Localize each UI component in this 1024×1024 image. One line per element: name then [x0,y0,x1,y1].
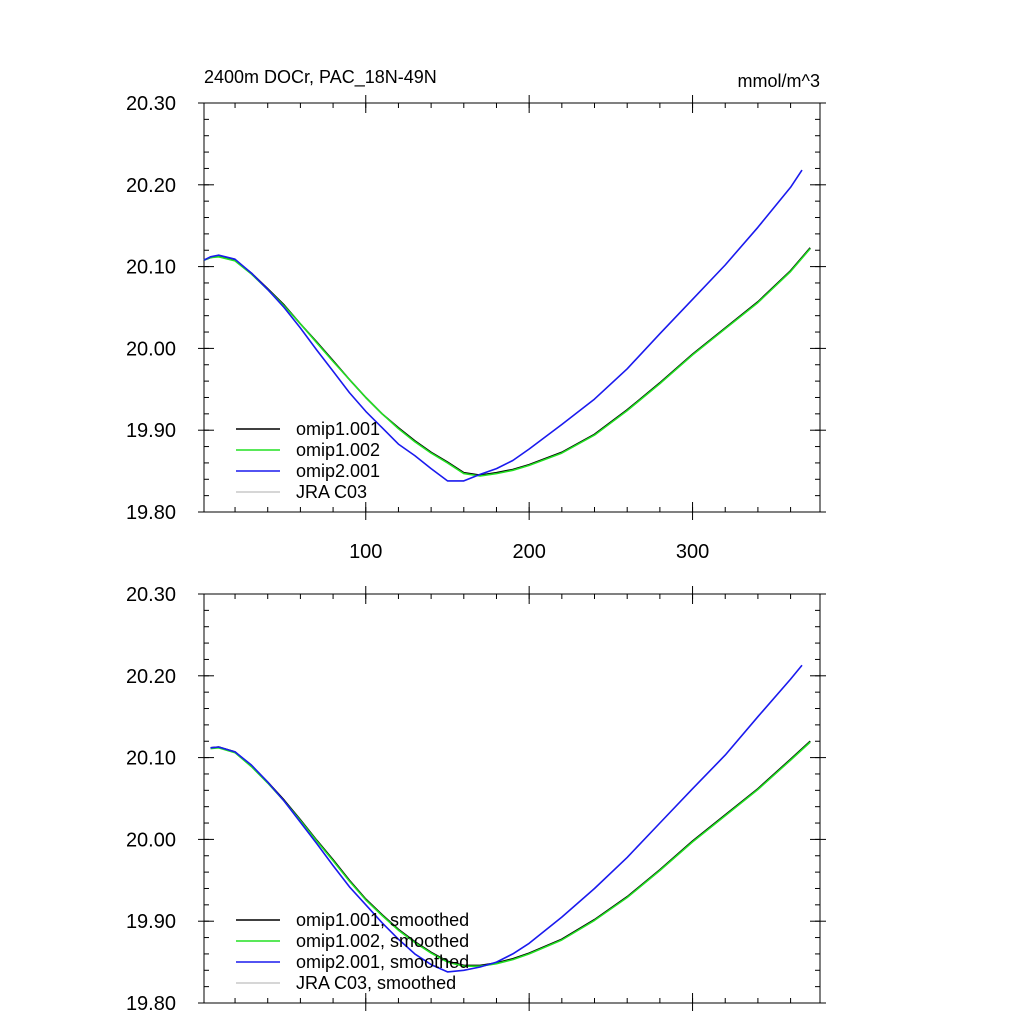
units-label: mmol/m^3 [738,71,820,91]
top-panel: 19.80 19.90 20.00 20.10 20.20 20.30 100 200 300 2… [126,67,826,563]
series-line [203,247,811,477]
y-tick-label: 19.90 [126,911,176,933]
y-tick-label: 20.00 [126,338,176,360]
legend-label: omip2.001, smoothed [296,952,469,972]
series-line [203,248,811,477]
y-tick-label: 20.20 [126,666,176,688]
legend-label: omip1.002 [296,440,380,460]
chart-title: 2400m DOCr, PAC_18N-49N [204,67,437,88]
y-tick-label: 20.30 [126,93,176,115]
y-tick-label: 20.00 [126,829,176,851]
y-tick-label: 19.90 [126,420,176,442]
plot-frame [203,593,821,1004]
legend-label: JRA C03, smoothed [296,973,456,993]
bottom-panel: 19.80 19.90 20.00 20.10 20.20 20.30 omip1.001,… [126,584,826,1015]
legend-label: omip1.001 [296,419,380,439]
x-tick-label: 100 [349,541,382,563]
y-tick-label: 20.20 [126,175,176,197]
y-tick-label: 20.10 [126,748,176,770]
plot-frame [203,102,821,513]
y-tick-label: 19.80 [126,993,176,1015]
y-tick-label: 19.80 [126,502,176,524]
series-line [203,169,803,482]
legend-label: omip1.001, smoothed [296,910,469,930]
series-line [210,664,803,973]
legend-label: omip2.001 [296,461,380,481]
y-tick-label: 20.10 [126,257,176,279]
x-tick-label: 200 [512,541,545,563]
legend-label: JRA C03 [296,482,367,502]
y-tick-label: 20.30 [126,584,176,606]
x-tick-label: 300 [676,541,709,563]
legend-label: omip1.002, smoothed [296,931,469,951]
